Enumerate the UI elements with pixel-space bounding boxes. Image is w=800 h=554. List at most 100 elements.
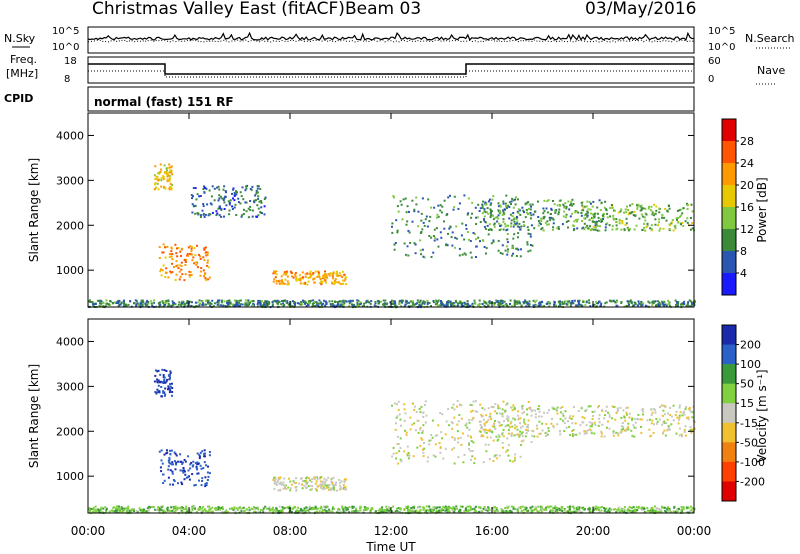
- scatter-point: [659, 406, 661, 408]
- scatter-point: [160, 509, 163, 512]
- scatter-point: [166, 178, 169, 181]
- scatter-point: [524, 202, 527, 205]
- scatter-point: [157, 384, 160, 387]
- scatter-point: [640, 207, 643, 210]
- scatter-point: [297, 302, 300, 305]
- scatter-point: [289, 489, 292, 492]
- scatter-point: [406, 445, 409, 448]
- scatter-point: [191, 203, 194, 206]
- scatter-point: [510, 435, 513, 438]
- scatter-point: [519, 507, 522, 510]
- scatter-point: [496, 509, 499, 512]
- scatter-point: [175, 252, 178, 255]
- scatter-point: [633, 418, 636, 420]
- scatter-point: [396, 443, 399, 445]
- scatter-point: [391, 404, 393, 407]
- scatter-point: [183, 258, 186, 261]
- scatter-point: [365, 507, 368, 510]
- scatter-point: [158, 257, 161, 259]
- scatter-point: [479, 424, 482, 426]
- scatter-point: [565, 216, 567, 219]
- scatter-point: [399, 418, 402, 421]
- scatter-point: [314, 305, 316, 308]
- scatter-point: [616, 410, 619, 413]
- scatter-point: [308, 302, 311, 305]
- scatter-point: [682, 506, 685, 509]
- scatter-point: [321, 483, 324, 486]
- scatter-point: [304, 275, 307, 278]
- scatter-point: [490, 418, 493, 420]
- scatter-point: [575, 304, 578, 307]
- scatter-point: [693, 299, 696, 302]
- scatter-point: [442, 509, 445, 512]
- scatter-point: [407, 510, 410, 513]
- scatter-point: [569, 505, 571, 508]
- scatter-point: [188, 274, 191, 277]
- colorbar-tick-label: 50: [740, 378, 754, 391]
- scatter-point: [310, 480, 313, 483]
- scatter-point: [160, 268, 162, 271]
- scatter-point: [185, 505, 188, 508]
- scatter-point: [501, 302, 504, 305]
- scatter-point: [404, 300, 407, 303]
- scatter-point: [172, 479, 175, 481]
- scatter-point: [483, 225, 486, 228]
- scatter-point: [221, 506, 224, 509]
- scatter-point: [677, 422, 680, 425]
- scatter-point: [146, 303, 149, 306]
- scatter-point: [502, 200, 505, 203]
- scatter-point: [571, 204, 574, 207]
- scatter-point: [205, 482, 208, 485]
- scatter-point: [475, 238, 477, 241]
- scatter-point: [356, 299, 359, 302]
- scatter-point: [589, 405, 592, 408]
- scatter-point: [422, 424, 425, 427]
- scatter-point: [293, 305, 296, 308]
- scatter-point: [531, 505, 534, 508]
- scatter-point: [298, 274, 301, 277]
- scatter-point: [419, 239, 422, 242]
- scatter-point: [518, 226, 521, 229]
- scatter-point: [640, 431, 643, 434]
- scatter-point: [504, 202, 507, 205]
- scatter-point: [195, 467, 198, 470]
- scatter-point: [583, 222, 586, 225]
- freq-tick-high: 18: [64, 56, 77, 67]
- scatter-point: [510, 203, 512, 206]
- scatter-point: [505, 303, 508, 306]
- scatter-point: [451, 509, 454, 512]
- scatter-point: [478, 506, 480, 509]
- scatter-point: [485, 429, 488, 432]
- scatter-point: [325, 274, 328, 277]
- scatter-point: [633, 228, 636, 231]
- scatter-point: [161, 300, 164, 303]
- scatter-point: [268, 506, 271, 509]
- scatter-point: [362, 508, 365, 511]
- scatter-point: [186, 301, 189, 304]
- scatter-point: [315, 480, 318, 483]
- scatter-point: [576, 220, 578, 223]
- scatter-point: [517, 212, 520, 215]
- scatter-point: [139, 509, 142, 512]
- scatter-point: [571, 422, 574, 425]
- scatter-point: [157, 369, 160, 372]
- scatter-point: [573, 220, 576, 223]
- scatter-point: [421, 506, 424, 509]
- scatter-point: [664, 303, 667, 306]
- scatter-point: [350, 510, 353, 513]
- scatter-point: [493, 304, 496, 306]
- scatter-point: [207, 299, 210, 302]
- scatter-point: [318, 299, 321, 302]
- scatter-point: [413, 506, 416, 509]
- scatter-point: [331, 281, 334, 284]
- scatter-point: [566, 303, 569, 306]
- scatter-point: [436, 238, 439, 241]
- scatter-point: [157, 508, 160, 511]
- scatter-point: [496, 301, 499, 303]
- scatter-point: [488, 300, 491, 303]
- scatter-point: [588, 218, 591, 221]
- scatter-point: [532, 430, 535, 433]
- scatter-point: [665, 219, 668, 222]
- scatter-point: [309, 270, 312, 273]
